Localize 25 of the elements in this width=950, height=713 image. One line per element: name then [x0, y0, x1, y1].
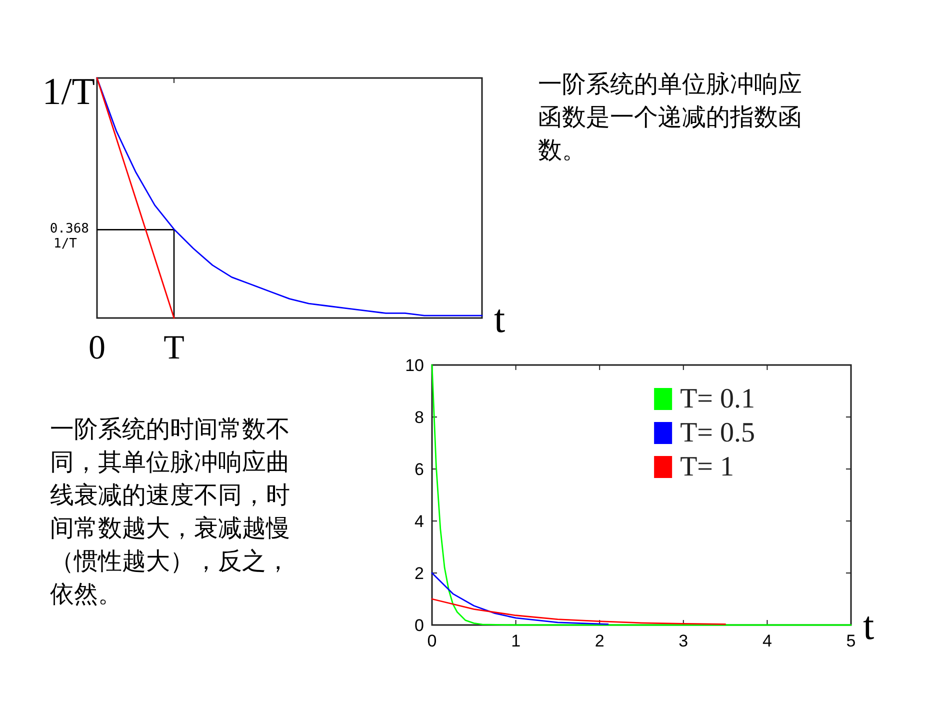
x-tick-label: T [164, 330, 185, 366]
x-tick-label: 0 [427, 632, 437, 650]
x-tick-label: 4 [762, 632, 772, 650]
line-series [431, 572, 609, 625]
x-tick-label: 1 [511, 632, 521, 650]
line-series [431, 364, 852, 626]
x-tick-label: 5 [846, 632, 856, 650]
x-tick-label: 2 [594, 632, 604, 650]
x-tick-label: 3 [678, 632, 688, 650]
y-tick-label: 10 [405, 356, 424, 375]
y-tick-label: 4 [414, 512, 424, 531]
line-series [431, 598, 726, 625]
text: 一阶系统的单位脉冲响应函数是一个递减的指数函数。 [538, 71, 802, 164]
y-tick-label: 2 [414, 564, 424, 583]
x-axis-title: t [494, 296, 506, 341]
annotation: 1/T [42, 71, 95, 113]
text: 一阶系统的时间常数不同，其单位脉冲响应曲线衰减的速度不同，时间常数越大，衰减越慢（惯性越大），反之，依然。 [50, 416, 290, 608]
ref-line-label: 0.368 1/T [50, 222, 89, 252]
y-tick-label: 0 [414, 616, 424, 635]
x-axis-title: t [863, 603, 874, 648]
legend-label: T= 1 [680, 452, 734, 482]
legend-label: T= 0.1 [680, 384, 755, 414]
y-tick-label: 6 [414, 460, 424, 479]
legend-label: T= 0.5 [680, 418, 755, 448]
y-tick-label: 8 [414, 408, 424, 427]
